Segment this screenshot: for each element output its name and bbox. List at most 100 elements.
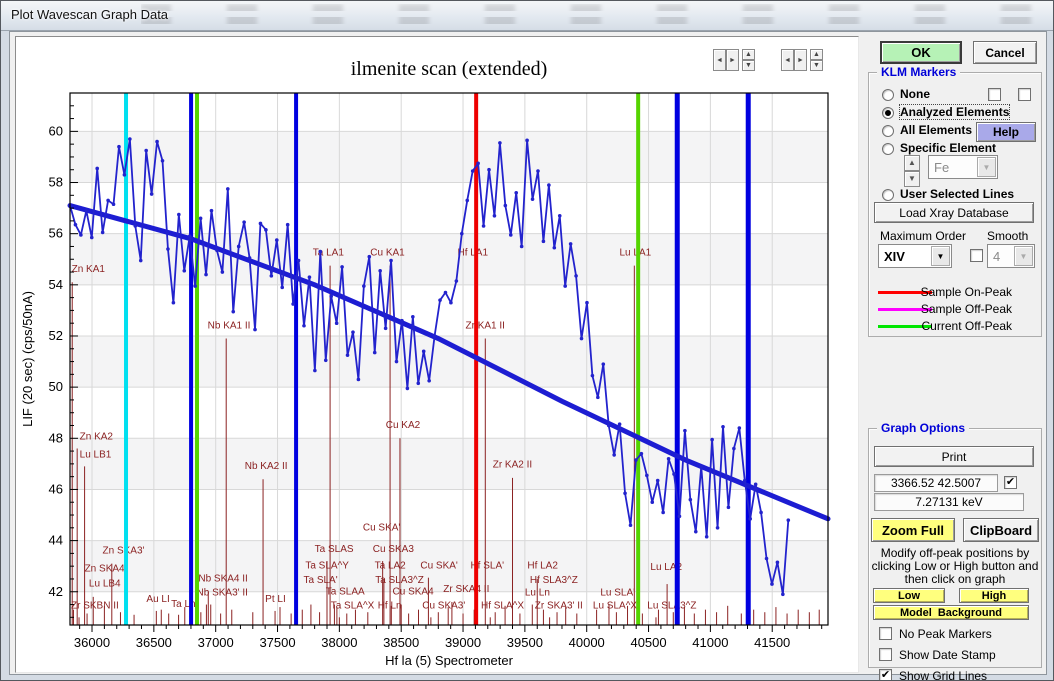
arrow-left-icon[interactable]: ◄	[781, 49, 794, 71]
y-axis-title: LIF (20 sec) (cps/50nA)	[20, 291, 35, 427]
radio-specific-element[interactable]	[882, 143, 894, 155]
arrow-right-icon[interactable]: ►	[794, 49, 807, 71]
print-button[interactable]: Print	[874, 446, 1034, 467]
radio-none-label: None	[900, 87, 930, 101]
svg-text:Nb KA2 II: Nb KA2 II	[245, 461, 288, 472]
high-button[interactable]: High	[959, 588, 1029, 603]
svg-text:48: 48	[49, 430, 63, 445]
offpeak-instructions-line3: then click on graph	[904, 572, 1006, 586]
svg-text:Au LI: Au LI	[146, 594, 169, 605]
svg-text:Zn KA2: Zn KA2	[80, 432, 114, 443]
radio-all-elements[interactable]	[882, 125, 894, 137]
smooth-select[interactable]: 4 ▼	[987, 244, 1035, 268]
svg-text:40500: 40500	[630, 635, 666, 650]
background-fit-line	[67, 203, 831, 522]
cancel-button[interactable]: Cancel	[973, 41, 1037, 64]
ok-button[interactable]: OK	[880, 41, 962, 64]
svg-text:50: 50	[49, 379, 63, 394]
arrow-up-icon[interactable]: ▲	[810, 49, 823, 60]
svg-text:Zr SKA4 II: Zr SKA4 II	[443, 584, 489, 595]
arrow-down-icon[interactable]: ▼	[810, 60, 823, 71]
svg-text:36500: 36500	[136, 635, 172, 650]
svg-text:39000: 39000	[445, 635, 481, 650]
show-date-stamp-checkbox[interactable]	[879, 648, 892, 661]
svg-text:Zr KA1 II: Zr KA1 II	[466, 320, 505, 331]
chevron-down-icon[interactable]: ▼	[977, 157, 996, 177]
zoom-full-button[interactable]: Zoom Full	[871, 518, 955, 542]
legend-line-sample-off-peak	[878, 308, 932, 311]
dialog-titlebar[interactable]: Plot Wavescan Graph Data	[1, 1, 1053, 31]
graph-panel: Zn KA1 Zn KA2 Lu LB1 Zn SKA3' Zn SKA4 Lu LB4 Z…	[15, 36, 859, 673]
svg-text:Lu SLA^X: Lu SLA^X	[593, 600, 637, 611]
no-peak-markers-checkbox[interactable]	[879, 627, 892, 640]
element-spinner: ▲ ▼	[904, 155, 920, 187]
arrow-left-icon[interactable]: ◄	[713, 49, 726, 71]
klm-markers-group: KLM Markers	[868, 65, 1042, 337]
svg-text:Lu LB4: Lu LB4	[89, 579, 121, 590]
legend-label-sample-on-peak: Sample On-Peak	[920, 285, 1012, 299]
chevron-down-icon[interactable]: ▼	[1014, 246, 1033, 266]
klm-marker-labels: Zn KA1 Zn KA2 Lu LB1 Zn SKA3' Zn SKA4 Lu LB4 Z…	[71, 247, 696, 611]
offpeak-instructions-line2: clicking Low or High button and	[871, 559, 1039, 573]
svg-text:41000: 41000	[692, 635, 728, 650]
svg-text:Nb SKA3' II: Nb SKA3' II	[197, 588, 248, 599]
svg-text:36000: 36000	[74, 635, 110, 650]
spinner-down-icon[interactable]: ▼	[904, 171, 920, 187]
radio-user-selected-lines[interactable]	[882, 189, 894, 201]
svg-text:Lu SLA': Lu SLA'	[600, 588, 635, 599]
wavescan-chart[interactable]: Zn KA1 Zn KA2 Lu LB1 Zn SKA3' Zn SKA4 Lu LB4 Z…	[16, 37, 858, 672]
radio-none[interactable]	[882, 89, 894, 101]
svg-text:Hf LA2: Hf LA2	[527, 561, 558, 572]
element-select[interactable]: Fe ▼	[928, 155, 998, 179]
svg-text:38000: 38000	[321, 635, 357, 650]
svg-text:46: 46	[49, 481, 63, 496]
low-button[interactable]: Low	[873, 588, 945, 603]
svg-text:Ta LA1: Ta LA1	[313, 247, 345, 258]
show-grid-lines-label: Show Grid Lines	[899, 669, 988, 681]
svg-text:41500: 41500	[754, 635, 790, 650]
legend-line-sample-on-peak	[878, 291, 932, 294]
readout-checkbox[interactable]: ✔	[1004, 476, 1017, 489]
svg-text:Zn SKA4: Zn SKA4	[85, 563, 125, 574]
radio-analyzed-elements[interactable]	[882, 107, 894, 119]
svg-text:54: 54	[49, 277, 63, 292]
svg-text:56: 56	[49, 226, 63, 241]
arrow-up-icon[interactable]: ▲	[742, 49, 755, 60]
spinner-up-icon[interactable]: ▲	[904, 155, 920, 171]
svg-text:42: 42	[49, 584, 63, 599]
svg-text:Cu SKA3: Cu SKA3	[373, 544, 415, 555]
dialog-title: Plot Wavescan Graph Data	[11, 7, 169, 22]
clipboard-button[interactable]: ClipBoard	[963, 518, 1039, 542]
klm-extra-checkbox-2[interactable]	[1018, 88, 1031, 101]
svg-text:Ta LA2: Ta LA2	[375, 561, 407, 572]
smooth-label: Smooth	[987, 229, 1029, 243]
no-peak-markers-label: No Peak Markers	[899, 627, 992, 641]
chart-axes: 36000 36500 37000 37500 38000 38500 39000 39500…	[49, 92, 829, 650]
svg-text:Ta SLA^Y: Ta SLA^Y	[305, 561, 349, 572]
model-background-button[interactable]: Model Background	[873, 605, 1029, 620]
x-shift-spinner: ◄ ► ▲ ▼	[713, 49, 755, 71]
kev-readout: 7.27131 keV	[874, 493, 1024, 511]
svg-text:Hf SLA3^Z: Hf SLA3^Z	[530, 575, 578, 586]
radio-analyzed-elements-label: Analyzed Elements	[898, 104, 1011, 120]
show-grid-lines-checkbox[interactable]: ✔	[879, 669, 892, 681]
svg-text:Zn SKA3': Zn SKA3'	[103, 545, 145, 556]
graph-options-title: Graph Options	[877, 421, 969, 435]
klm-marker-sticks	[71, 265, 820, 625]
offpeak-instructions-line1: Modify off-peak positions by	[880, 546, 1030, 560]
arrow-down-icon[interactable]: ▼	[742, 60, 755, 71]
svg-text:38500: 38500	[383, 635, 419, 650]
radio-all-elements-label: All Elements	[900, 123, 973, 137]
svg-text:Cu SKA': Cu SKA'	[363, 522, 401, 533]
maximum-order-select[interactable]: XIV ▼	[878, 244, 952, 268]
svg-text:Lu LA1: Lu LA1	[619, 247, 651, 258]
svg-text:Zr KA2 II: Zr KA2 II	[493, 460, 532, 471]
svg-text:Lu SLA3^Z: Lu SLA3^Z	[647, 600, 696, 611]
arrow-right-icon[interactable]: ►	[726, 49, 739, 71]
legend-line-current-off-peak	[878, 325, 932, 328]
smooth-checkbox[interactable]	[970, 249, 983, 262]
chevron-down-icon[interactable]: ▼	[931, 246, 950, 266]
load-xray-database-button[interactable]: Load Xray Database	[874, 202, 1034, 223]
klm-extra-checkbox-1[interactable]	[988, 88, 1001, 101]
help-button[interactable]: Help	[976, 122, 1036, 142]
